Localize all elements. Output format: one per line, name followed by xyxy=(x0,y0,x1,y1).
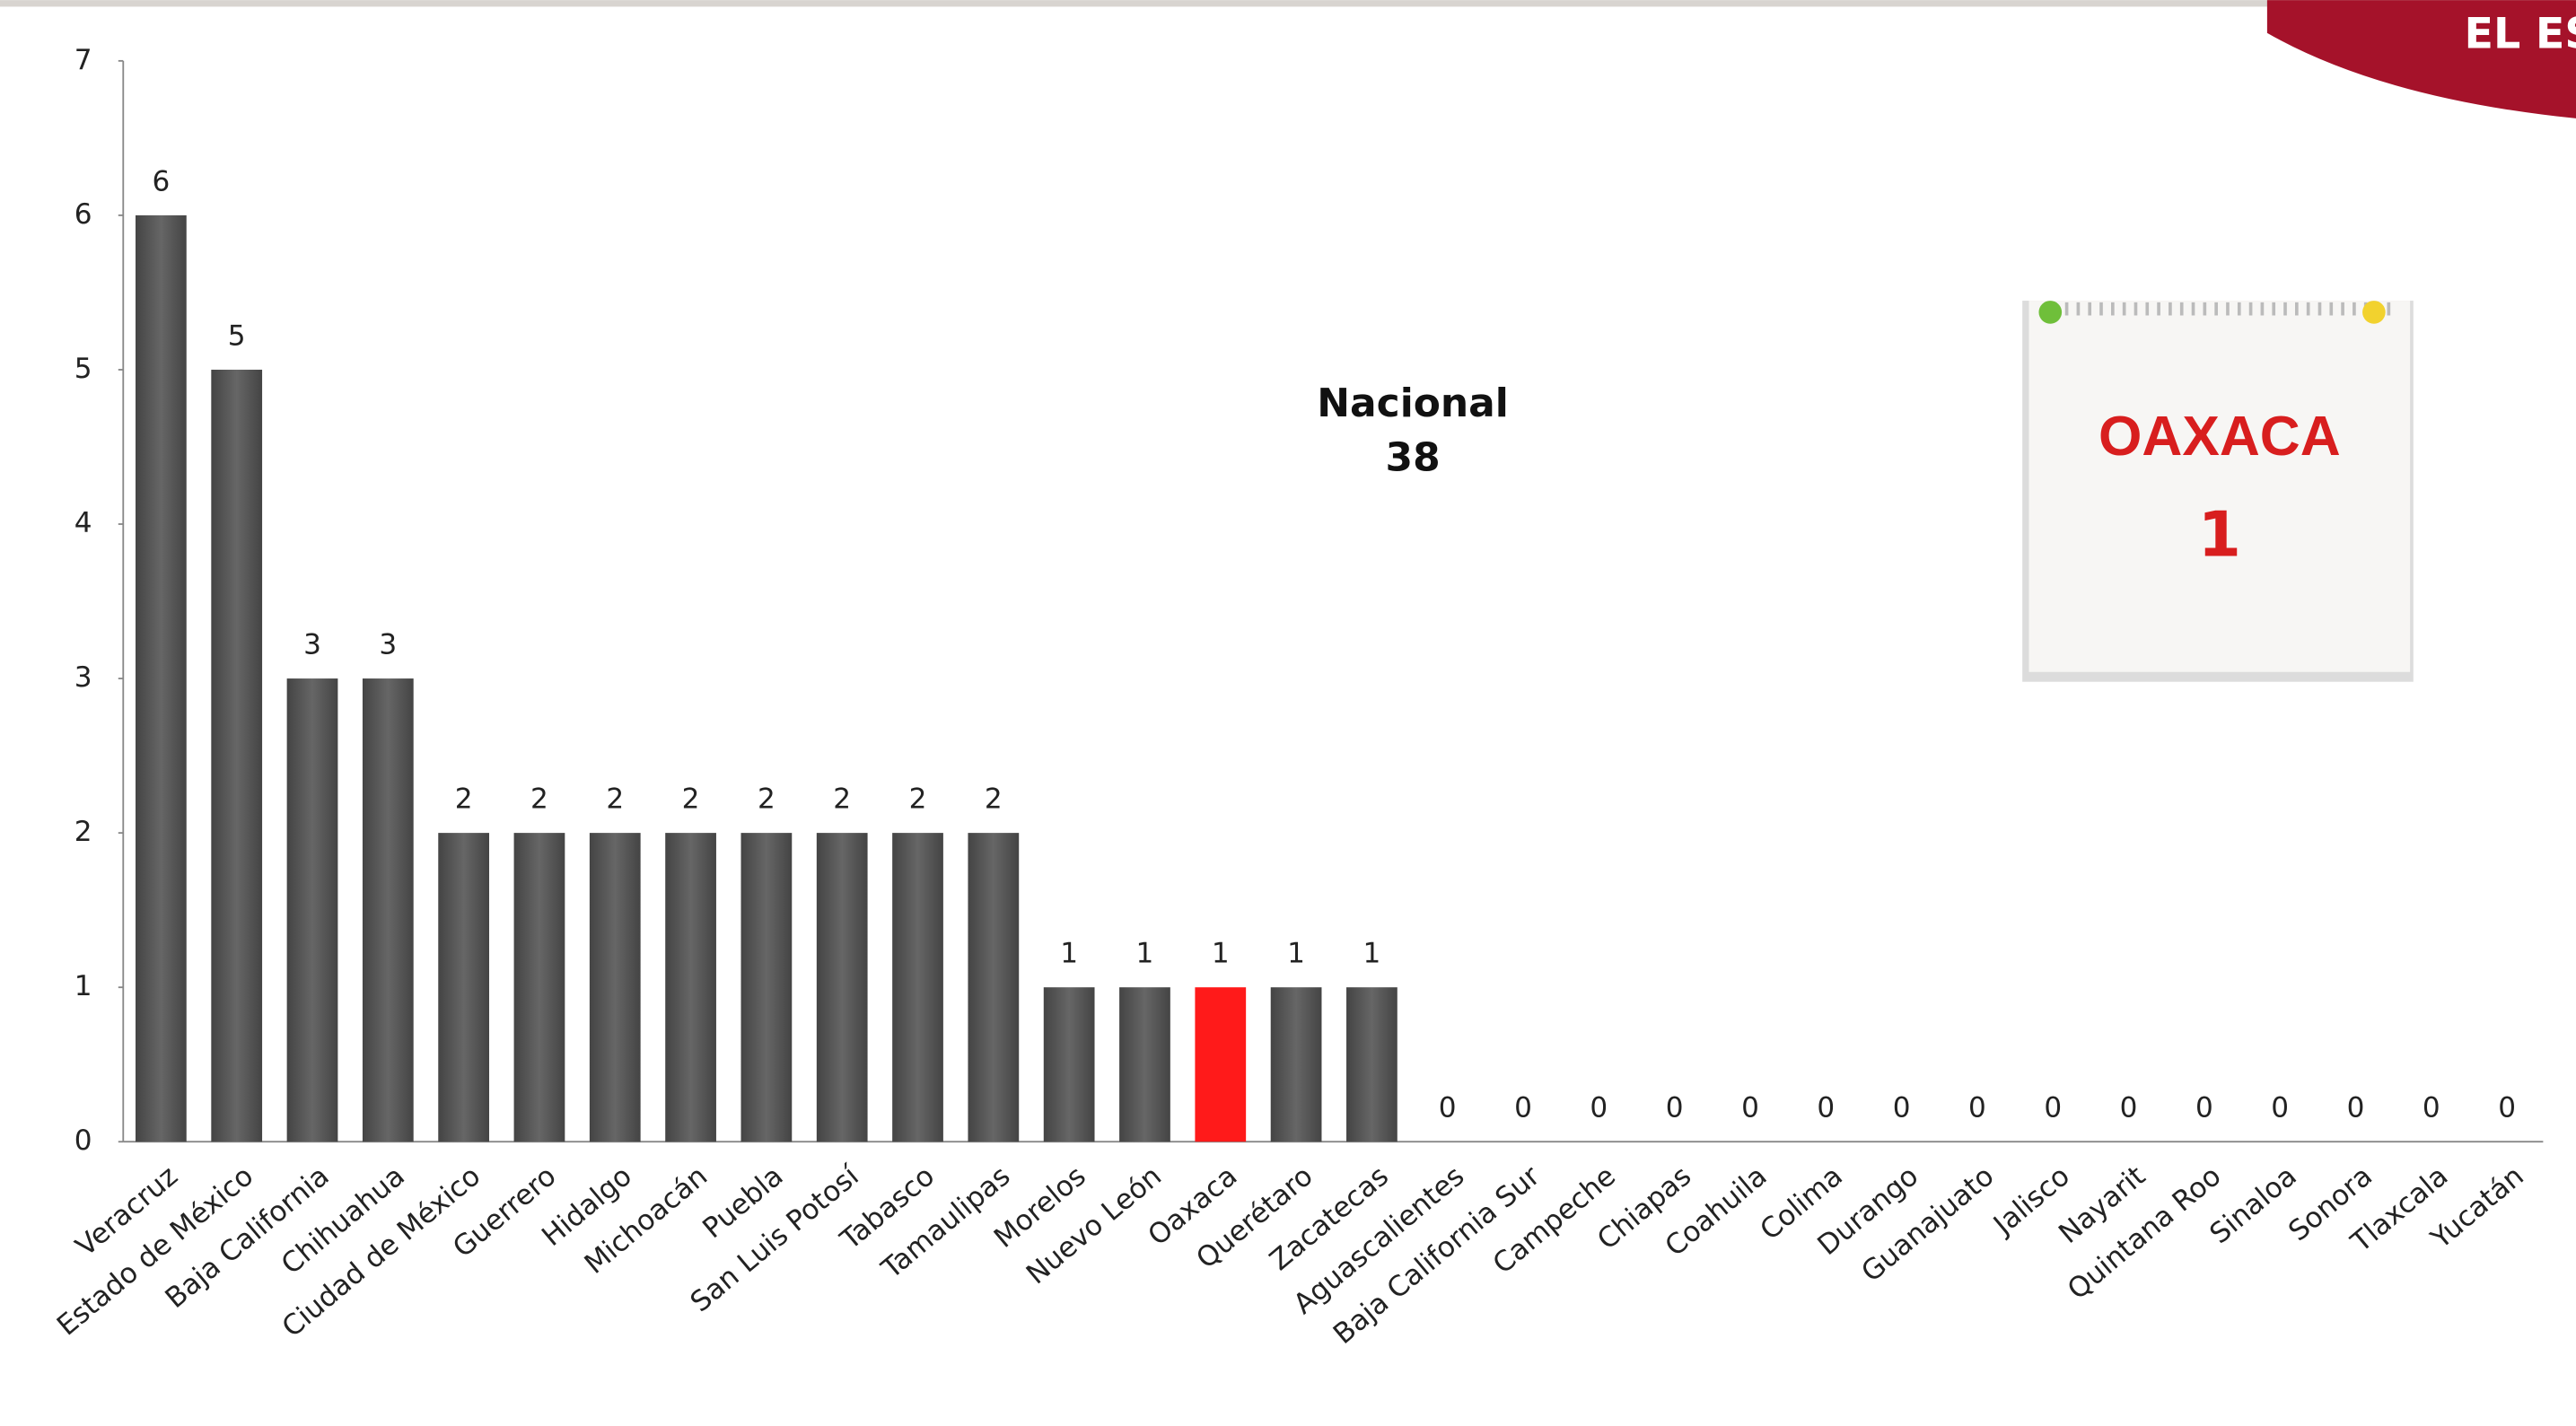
bar xyxy=(1119,987,1170,1142)
x-tick-label: Sinaloa xyxy=(2204,1159,2302,1250)
bar xyxy=(740,833,793,1142)
data-label: 0 xyxy=(2120,1092,2138,1124)
data-label: 1 xyxy=(1363,938,1381,970)
bar xyxy=(362,678,414,1142)
bar xyxy=(1270,987,1322,1142)
card-value: 1 xyxy=(2198,499,2241,572)
data-label: 0 xyxy=(2271,1092,2289,1124)
y-tick-label: 4 xyxy=(74,507,92,539)
bar xyxy=(136,214,187,1142)
bar xyxy=(589,833,641,1142)
data-label: 2 xyxy=(833,783,851,816)
top-strip xyxy=(0,0,2576,7)
bar xyxy=(513,833,565,1142)
annotation-label: Nacional xyxy=(1317,381,1509,426)
bar xyxy=(211,369,263,1142)
bar xyxy=(665,833,716,1142)
data-label: 0 xyxy=(2347,1092,2365,1124)
logo-text: EL ES xyxy=(2465,9,2576,58)
pin-yellow xyxy=(2362,301,2386,324)
data-label: 0 xyxy=(1439,1092,1457,1124)
y-tick-label: 7 xyxy=(74,44,92,76)
data-label: 2 xyxy=(682,783,700,816)
y-tick-label: 3 xyxy=(74,661,92,694)
card-title: OAXACA xyxy=(2098,406,2341,468)
data-label: 0 xyxy=(1741,1092,1759,1124)
bar xyxy=(1043,987,1095,1142)
bar xyxy=(816,833,868,1142)
y-tick-label: 0 xyxy=(74,1124,92,1157)
data-label: 1 xyxy=(1136,938,1154,970)
data-label: 0 xyxy=(2423,1092,2440,1124)
bar xyxy=(286,678,338,1142)
y-tick-label: 5 xyxy=(74,353,92,385)
bar xyxy=(438,833,490,1142)
data-label: 0 xyxy=(1968,1092,1986,1124)
logo-shape xyxy=(2266,0,2576,118)
data-label: 0 xyxy=(1666,1092,1684,1124)
bar xyxy=(968,833,1020,1142)
card: OAXACA 1 xyxy=(2022,301,2414,682)
data-label: 2 xyxy=(985,783,1003,816)
data-label: 1 xyxy=(1060,938,1078,970)
bar xyxy=(1346,987,1398,1142)
data-label: 5 xyxy=(228,319,246,352)
data-label: 2 xyxy=(758,783,775,816)
data-label: 2 xyxy=(530,783,548,816)
y-tick-label: 2 xyxy=(74,816,92,848)
pin-green xyxy=(2038,301,2063,324)
bar xyxy=(1195,987,1247,1142)
data-label: 6 xyxy=(152,165,170,197)
data-label: 2 xyxy=(606,783,624,816)
data-label: 0 xyxy=(1514,1092,1532,1124)
data-label: 3 xyxy=(379,628,397,661)
data-label: 1 xyxy=(1287,938,1305,970)
card-paper xyxy=(2028,301,2411,672)
data-label: 0 xyxy=(2195,1092,2213,1124)
data-label: 0 xyxy=(1817,1092,1835,1124)
data-label: 2 xyxy=(455,783,473,816)
data-label: 0 xyxy=(1893,1092,1911,1124)
data-label: 2 xyxy=(909,783,927,816)
data-label: 0 xyxy=(1590,1092,1608,1124)
bar xyxy=(892,833,943,1142)
y-tick-label: 6 xyxy=(74,198,92,231)
y-tick-label: 1 xyxy=(74,970,92,1002)
data-label: 3 xyxy=(303,628,321,661)
data-label: 0 xyxy=(2498,1092,2516,1124)
annotation-value: 38 xyxy=(1386,435,1441,481)
data-label: 0 xyxy=(2044,1092,2062,1124)
data-label: 1 xyxy=(1212,938,1230,970)
